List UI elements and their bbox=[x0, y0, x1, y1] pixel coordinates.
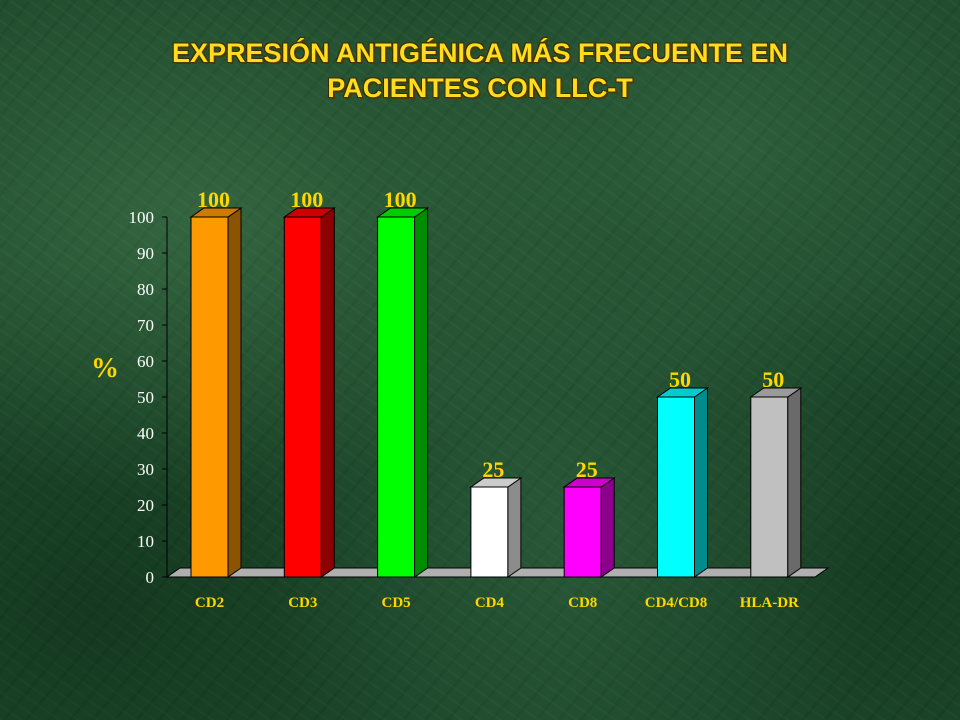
bar-side bbox=[600, 477, 615, 578]
category-label: CD4/CD8 bbox=[645, 595, 708, 611]
bar-cd5 bbox=[375, 207, 430, 578]
y-tick-label: 40 bbox=[137, 424, 154, 443]
bar-cd2 bbox=[189, 207, 243, 578]
bar-hla-dr bbox=[749, 387, 803, 578]
value-label: 25 bbox=[576, 457, 598, 482]
bar-side bbox=[320, 207, 335, 578]
y-tick-label: 0 bbox=[146, 568, 155, 587]
bar-front bbox=[283, 216, 322, 578]
value-label: 50 bbox=[669, 367, 691, 392]
value-label: 100 bbox=[197, 187, 230, 212]
y-tick-label: 90 bbox=[137, 244, 154, 263]
bar-series bbox=[189, 207, 803, 578]
bar-front bbox=[470, 486, 509, 578]
bar-front bbox=[190, 216, 229, 578]
bar-top bbox=[282, 207, 336, 218]
category-label: CD5 bbox=[382, 595, 411, 611]
bar-top bbox=[469, 477, 523, 488]
value-label: 100 bbox=[290, 187, 323, 212]
bar-cd3 bbox=[282, 207, 336, 578]
bar-side bbox=[507, 477, 522, 578]
y-tick-label: 100 bbox=[129, 208, 155, 227]
value-label: 50 bbox=[762, 367, 784, 392]
y-tick-label: 80 bbox=[137, 280, 154, 299]
bar-cd4-cd8 bbox=[655, 387, 710, 578]
bar-top bbox=[562, 477, 616, 488]
y-tick-label: 30 bbox=[137, 460, 154, 479]
bar-top bbox=[655, 387, 710, 398]
category-label: CD8 bbox=[568, 595, 597, 611]
bar-side bbox=[227, 207, 242, 578]
bar-top bbox=[375, 207, 430, 218]
y-axis: 0 10 20 30 40 50 60 70 80 90 100 bbox=[129, 208, 168, 587]
bar-cd4 bbox=[469, 477, 523, 578]
value-label: 100 bbox=[384, 187, 417, 212]
y-tick-label: 70 bbox=[137, 316, 154, 335]
value-labels: 100 100 100 25 25 50 50 bbox=[197, 187, 784, 482]
bar-cd8 bbox=[562, 477, 616, 578]
bar-top bbox=[749, 387, 803, 398]
value-label: 25 bbox=[482, 457, 504, 482]
chart-title-line-2: PACIENTES CON LLC-T bbox=[327, 73, 633, 103]
category-label: CD3 bbox=[288, 595, 317, 611]
y-tick-label: 60 bbox=[137, 352, 154, 371]
y-tick-label: 10 bbox=[137, 532, 154, 551]
bar-front bbox=[563, 486, 602, 578]
chart-title: EXPRESIÓN ANTIGÉNICA MÁS FRECUENTE EN PA… bbox=[0, 36, 960, 106]
y-tick-label: 20 bbox=[137, 496, 154, 515]
y-axis-label: % bbox=[91, 353, 119, 384]
category-label: HLA-DR bbox=[740, 595, 799, 611]
category-label: CD2 bbox=[195, 595, 224, 611]
bar-side bbox=[787, 387, 802, 578]
bar-front bbox=[657, 396, 695, 578]
chart-title-line-1: EXPRESIÓN ANTIGÉNICA MÁS FRECUENTE EN bbox=[171, 38, 789, 68]
bar-front bbox=[377, 216, 416, 578]
category-labels: CD2 CD3 CD5 CD4 CD8 CD4/CD8 HLA-DR bbox=[195, 595, 799, 611]
category-label: CD4 bbox=[475, 595, 505, 611]
bar-side bbox=[414, 207, 429, 578]
y-tick-label: 50 bbox=[137, 388, 154, 407]
bar-top bbox=[189, 207, 243, 218]
bar-side bbox=[694, 387, 708, 578]
bar-front bbox=[750, 396, 789, 578]
